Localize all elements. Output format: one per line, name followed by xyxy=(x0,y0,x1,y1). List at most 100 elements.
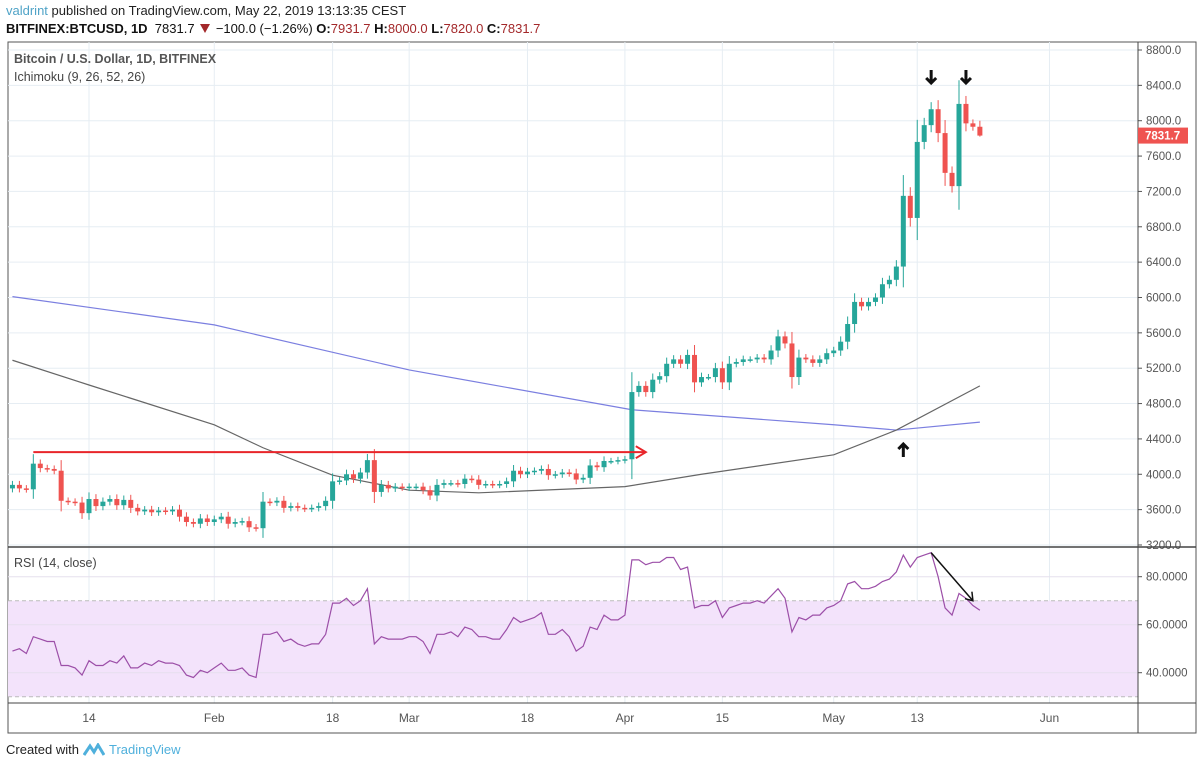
candle-body xyxy=(350,474,356,479)
candle-body xyxy=(163,510,169,513)
candle-body xyxy=(337,480,343,482)
candle-body xyxy=(886,279,892,285)
candle-body xyxy=(531,470,537,473)
down-triangle-icon xyxy=(200,24,211,33)
candle-body xyxy=(559,472,565,475)
candle-body xyxy=(364,460,370,473)
candle-body xyxy=(406,486,412,489)
candle-body xyxy=(518,470,524,475)
chart-title: Bitcoin / U.S. Dollar, 1D, BITFINEX xyxy=(14,52,217,66)
candle-body xyxy=(413,486,419,489)
candle-body xyxy=(58,470,64,501)
candle-body xyxy=(511,470,517,482)
candle-body xyxy=(852,301,858,325)
candle-body xyxy=(260,501,266,529)
candle-body xyxy=(650,379,656,393)
close-label: C: xyxy=(486,21,501,36)
candle-body xyxy=(288,506,294,508)
x-tick-label: Apr xyxy=(616,711,635,725)
candle-body xyxy=(309,507,315,510)
candle-body xyxy=(956,103,962,187)
candle-body xyxy=(183,516,189,523)
candle-body xyxy=(156,510,162,513)
candle-body xyxy=(462,478,468,484)
close-value: 7831.7 xyxy=(500,21,541,36)
arrow-head-icon xyxy=(635,445,648,460)
candle-body xyxy=(789,343,795,378)
symbol: BITFINEX:BTCUSD, 1D xyxy=(6,21,148,36)
candle-body xyxy=(782,336,788,344)
candle-body xyxy=(657,376,663,380)
footer: Created with TradingView xyxy=(6,742,181,757)
candle-body xyxy=(914,141,920,218)
candle-body xyxy=(524,471,530,475)
candle-body xyxy=(86,499,92,514)
y-tick-label: 7200.0 xyxy=(1146,186,1181,198)
candle-body xyxy=(838,341,844,351)
created-with: Created with xyxy=(6,742,79,757)
open-label: O: xyxy=(316,21,331,36)
x-tick-label: 13 xyxy=(911,711,925,725)
x-tick-label: 18 xyxy=(521,711,535,725)
x-tick-label: 18 xyxy=(326,711,340,725)
candle-body xyxy=(685,354,691,364)
y-tick-label: 6000.0 xyxy=(1146,292,1181,304)
candle-body xyxy=(810,359,816,363)
candle-body xyxy=(594,465,600,468)
candle-body xyxy=(455,483,461,485)
candle-body xyxy=(747,359,753,361)
candle-body xyxy=(761,357,767,360)
symbol-header: BITFINEX:BTCUSD, 1D 7831.7 −100.0 (−1.26… xyxy=(6,21,540,36)
y-tick-label: 6400.0 xyxy=(1146,257,1181,269)
rsi-band xyxy=(8,600,1138,697)
candle-body xyxy=(170,509,176,512)
candle-body xyxy=(698,377,704,383)
candle-body xyxy=(357,472,363,479)
candle-body xyxy=(643,385,649,393)
candle-body xyxy=(448,483,454,485)
candle-body xyxy=(476,479,482,485)
tradingview-logo-icon xyxy=(82,742,105,756)
candle-body xyxy=(16,484,22,489)
candle-body xyxy=(427,490,433,496)
candle-body xyxy=(295,506,301,508)
candle-body xyxy=(378,484,384,492)
candle-body xyxy=(204,518,210,523)
candle-body xyxy=(866,301,872,307)
candle-body xyxy=(664,363,670,377)
candle-body xyxy=(942,133,948,173)
candle-body xyxy=(545,468,551,476)
indicator-legend[interactable]: Ichimoku (9, 26, 52, 26) xyxy=(14,70,146,84)
candle-body xyxy=(72,501,78,504)
candle-body xyxy=(935,109,941,134)
candle-body xyxy=(323,500,329,507)
candle-body xyxy=(775,336,781,351)
candle-body xyxy=(678,359,684,364)
author-link[interactable]: valdrint xyxy=(6,3,48,18)
candle-body xyxy=(302,507,308,510)
candle-body xyxy=(128,499,134,508)
moving-average-blue xyxy=(12,296,980,431)
rsi-tick-label: 60.0000 xyxy=(1146,620,1188,632)
main-pane xyxy=(9,80,983,538)
rsi-legend[interactable]: RSI (14, close) xyxy=(14,556,97,570)
y-tick-label: 8400.0 xyxy=(1146,80,1181,92)
candle-body xyxy=(566,472,572,475)
candle-body xyxy=(671,359,677,364)
y-tick-label: 8000.0 xyxy=(1146,116,1181,128)
candle-body xyxy=(253,527,259,529)
tradingview-brand[interactable]: TradingView xyxy=(108,742,181,757)
candle-body xyxy=(893,266,899,280)
x-tick-label: May xyxy=(822,711,845,725)
candle-body xyxy=(712,368,718,378)
candle-body xyxy=(344,474,350,481)
candle-body xyxy=(9,484,15,489)
candle-body xyxy=(504,481,510,484)
candle-body xyxy=(859,301,865,307)
candle-body xyxy=(497,483,503,486)
y-tick-label: 8800.0 xyxy=(1146,45,1181,57)
candle-body xyxy=(587,465,593,478)
candle-body xyxy=(831,350,837,354)
candle-body xyxy=(142,509,148,512)
